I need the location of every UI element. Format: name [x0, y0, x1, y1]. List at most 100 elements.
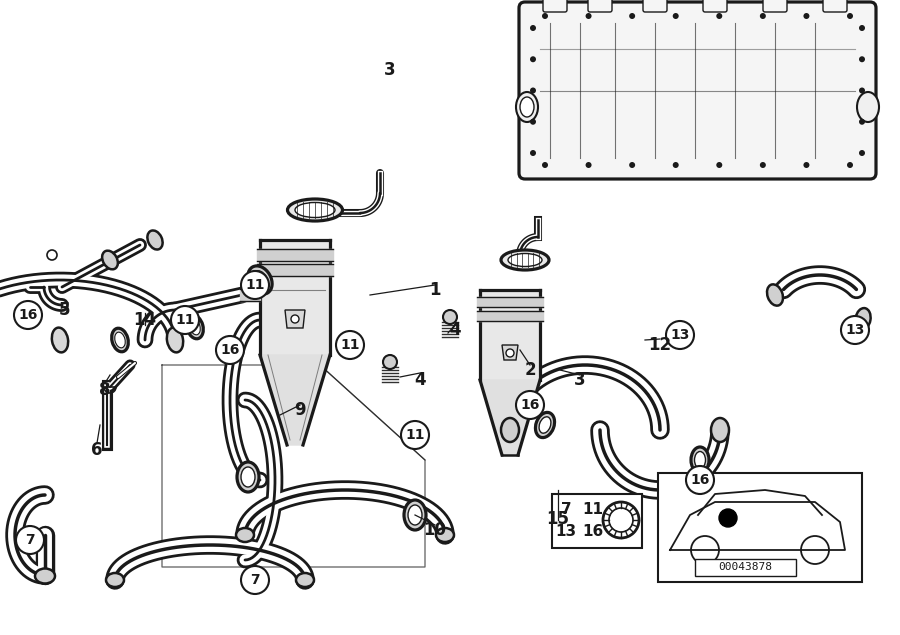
Circle shape [760, 162, 766, 168]
Ellipse shape [35, 568, 55, 584]
Circle shape [847, 13, 853, 19]
Circle shape [629, 13, 635, 19]
Ellipse shape [186, 315, 203, 339]
Text: 13: 13 [845, 323, 865, 337]
Ellipse shape [857, 92, 879, 122]
Text: 14: 14 [133, 311, 157, 329]
Text: 16: 16 [18, 308, 38, 322]
Ellipse shape [237, 462, 259, 492]
FancyBboxPatch shape [658, 473, 862, 582]
Circle shape [859, 119, 865, 124]
Text: 11: 11 [405, 428, 425, 442]
Circle shape [859, 88, 865, 93]
Ellipse shape [508, 253, 542, 267]
Text: 11: 11 [245, 278, 265, 292]
Text: 6: 6 [91, 441, 103, 459]
Ellipse shape [114, 332, 125, 348]
Polygon shape [260, 355, 330, 445]
Polygon shape [257, 264, 333, 276]
Circle shape [16, 526, 44, 554]
Text: 3: 3 [574, 371, 586, 389]
Text: 11: 11 [582, 502, 604, 516]
Ellipse shape [287, 199, 343, 221]
FancyBboxPatch shape [552, 494, 642, 548]
Polygon shape [257, 249, 333, 261]
Ellipse shape [166, 328, 184, 352]
Text: 8: 8 [99, 381, 111, 399]
Ellipse shape [102, 251, 118, 269]
Polygon shape [480, 380, 540, 455]
Circle shape [804, 13, 809, 19]
Polygon shape [477, 311, 543, 321]
Ellipse shape [106, 573, 124, 587]
Text: 16: 16 [520, 398, 540, 412]
Ellipse shape [295, 203, 335, 218]
Ellipse shape [112, 328, 129, 352]
Circle shape [859, 25, 865, 31]
Circle shape [859, 57, 865, 62]
Ellipse shape [190, 319, 201, 335]
Polygon shape [260, 240, 330, 355]
Circle shape [530, 119, 536, 124]
FancyBboxPatch shape [703, 0, 727, 12]
Circle shape [859, 150, 865, 156]
Text: 7: 7 [25, 533, 35, 547]
Ellipse shape [252, 271, 268, 290]
Text: 11: 11 [340, 338, 360, 352]
Polygon shape [480, 290, 540, 380]
Ellipse shape [695, 451, 706, 469]
Ellipse shape [52, 328, 68, 352]
Ellipse shape [296, 573, 314, 587]
Ellipse shape [501, 250, 549, 270]
Text: 16: 16 [582, 525, 604, 540]
Text: 10: 10 [424, 521, 446, 539]
Text: 12: 12 [648, 336, 671, 354]
Text: 7: 7 [561, 502, 572, 516]
FancyBboxPatch shape [543, 0, 567, 12]
Text: 16: 16 [220, 343, 239, 357]
Circle shape [542, 13, 548, 19]
Ellipse shape [408, 505, 422, 525]
Circle shape [586, 162, 591, 168]
Text: 1: 1 [429, 281, 441, 299]
Ellipse shape [691, 447, 709, 473]
Ellipse shape [516, 92, 538, 122]
Ellipse shape [711, 418, 729, 442]
Ellipse shape [536, 412, 554, 438]
Ellipse shape [436, 528, 454, 542]
Circle shape [216, 336, 244, 364]
Ellipse shape [443, 310, 457, 324]
Circle shape [530, 57, 536, 62]
Circle shape [241, 566, 269, 594]
Circle shape [841, 316, 869, 344]
Text: 11: 11 [176, 313, 194, 327]
Circle shape [401, 421, 429, 449]
Circle shape [760, 13, 766, 19]
Circle shape [804, 162, 809, 168]
Text: 3: 3 [384, 61, 396, 79]
Circle shape [847, 162, 853, 168]
Circle shape [542, 162, 548, 168]
FancyBboxPatch shape [763, 0, 787, 12]
Ellipse shape [855, 308, 870, 330]
Polygon shape [240, 289, 260, 301]
Text: 7: 7 [250, 573, 260, 587]
Circle shape [629, 162, 635, 168]
Ellipse shape [501, 418, 519, 442]
Circle shape [171, 306, 199, 334]
Ellipse shape [404, 500, 426, 530]
Ellipse shape [236, 528, 254, 542]
Ellipse shape [248, 266, 272, 294]
FancyBboxPatch shape [695, 559, 796, 575]
Circle shape [530, 88, 536, 93]
Ellipse shape [520, 97, 534, 117]
Ellipse shape [383, 355, 397, 369]
Ellipse shape [767, 284, 783, 305]
Ellipse shape [241, 467, 255, 487]
Text: 00043878: 00043878 [718, 562, 772, 572]
FancyBboxPatch shape [519, 2, 876, 179]
Circle shape [666, 321, 694, 349]
Ellipse shape [539, 417, 551, 433]
Polygon shape [502, 345, 518, 360]
Circle shape [716, 162, 723, 168]
